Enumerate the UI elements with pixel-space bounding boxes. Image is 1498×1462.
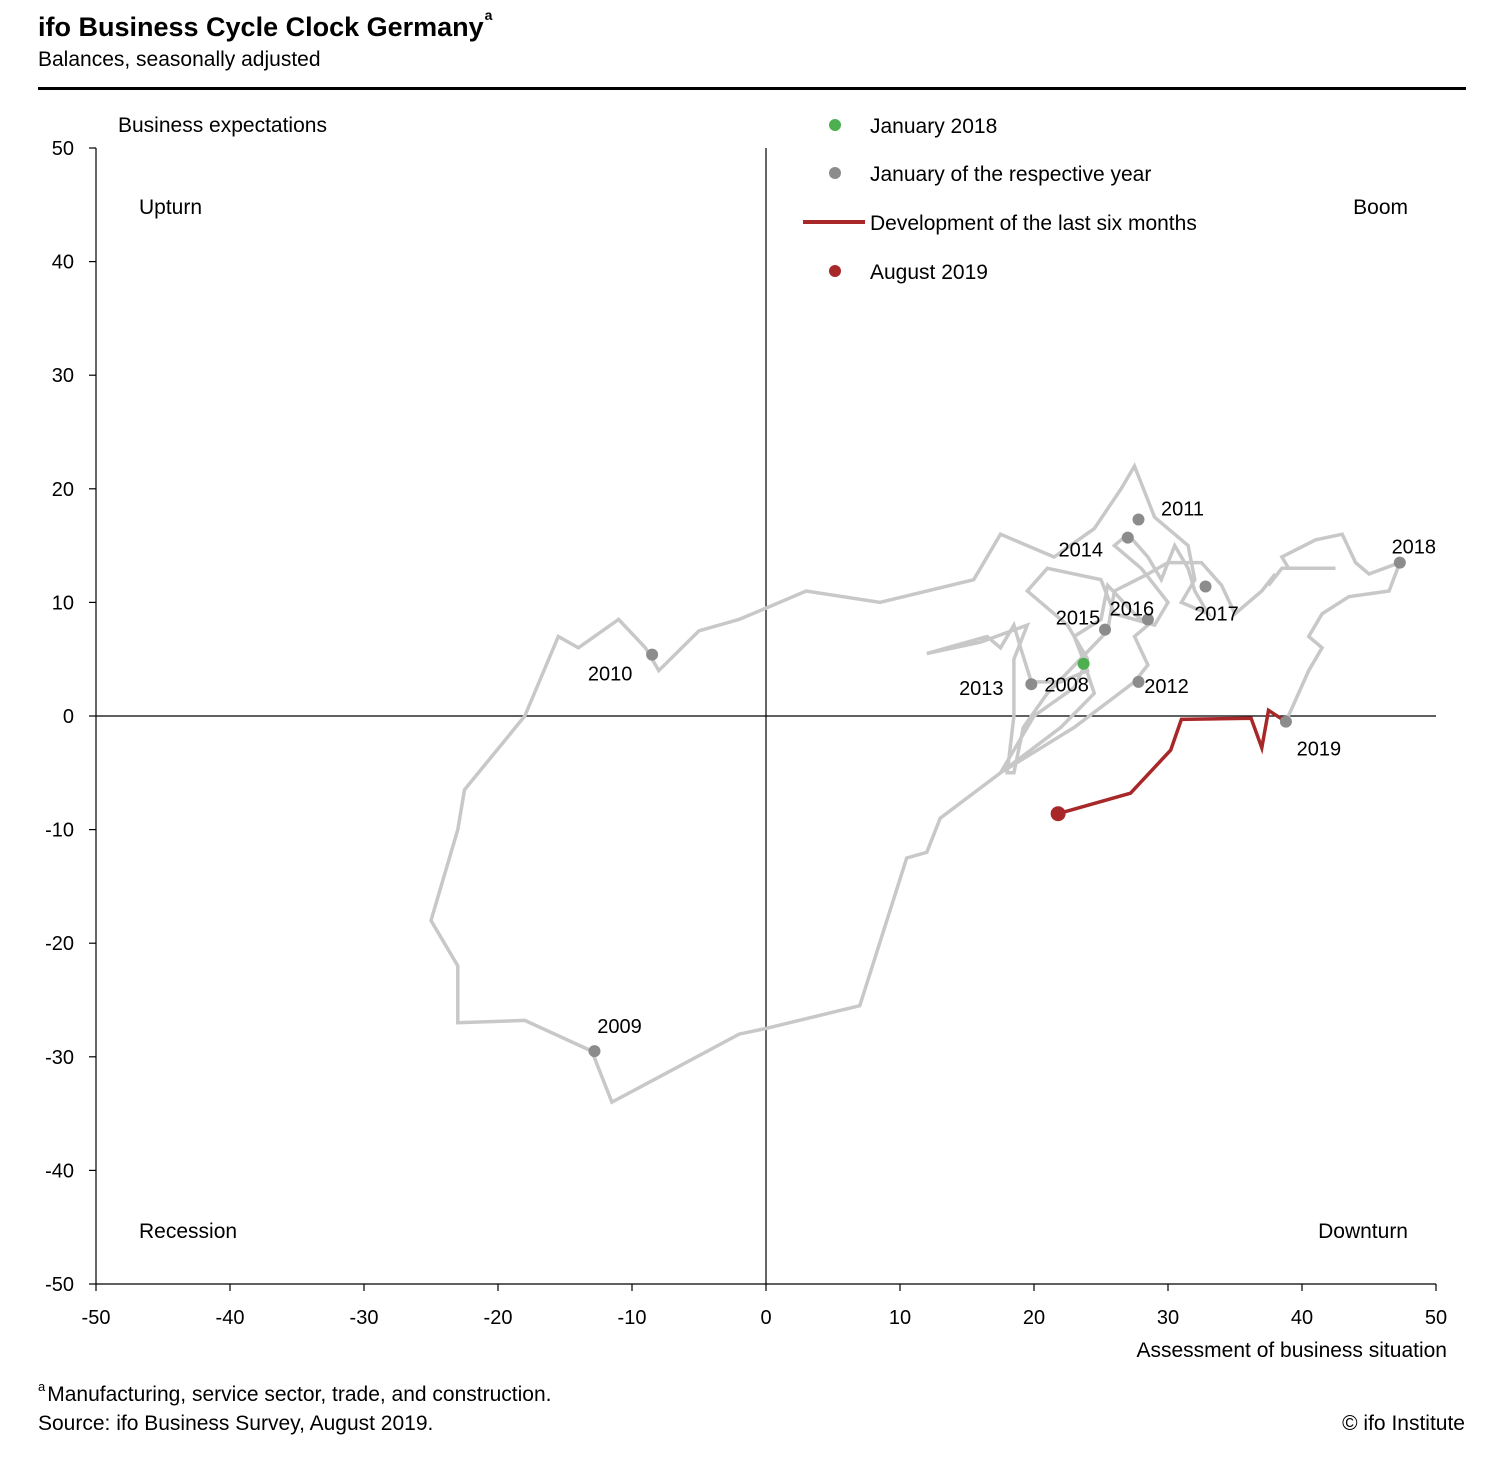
- january-point-2014: [1121, 531, 1134, 544]
- data-label-2011: 2011: [1161, 498, 1204, 520]
- legend-label-2: Development of the last six months: [870, 212, 1197, 235]
- data-label-2017: 2017: [1194, 603, 1239, 625]
- cycle-path-series: [429, 462, 1403, 1105]
- x-tick-label: -30: [350, 1307, 379, 1329]
- copyright: © ifo Institute: [1342, 1412, 1465, 1435]
- january-point-2011: [1132, 513, 1145, 526]
- y-axis-label: Business expectations: [118, 114, 327, 137]
- y-tick-label: 10: [52, 592, 74, 614]
- footnote: aManufacturing, service sector, trade, a…: [38, 1379, 552, 1406]
- y-tick-label: -20: [45, 933, 74, 955]
- x-tick-label: 30: [1157, 1307, 1179, 1329]
- last-six-months-series: [1057, 707, 1287, 816]
- y-tick-label: -30: [45, 1047, 74, 1069]
- chart-subtitle: Balances, seasonally adjusted: [38, 48, 321, 71]
- data-label-2008: 2008: [1044, 675, 1089, 697]
- title-footnote-marker: a: [484, 7, 493, 23]
- january-point-2009: [588, 1045, 601, 1058]
- x-tick-label: -40: [216, 1307, 245, 1329]
- data-label-2009: 2009: [597, 1016, 642, 1038]
- data-label-2019: 2019: [1297, 739, 1342, 761]
- x-tick-label: 50: [1425, 1307, 1447, 1329]
- data-label-2016: 2016: [1110, 598, 1155, 620]
- legend-label-0: January 2018: [870, 115, 997, 138]
- y-tick-label: -10: [45, 820, 74, 842]
- january-points-layer: 2008 2009 2010 2011 2012 2013 2014 2015 2016 2017…: [588, 498, 1437, 1058]
- y-tick-label: 40: [52, 252, 74, 274]
- quadrant-upturn-label: Upturn: [139, 196, 202, 219]
- y-tick-label: 50: [52, 138, 74, 160]
- y-tick-label: -40: [45, 1160, 74, 1182]
- january-point-2013: [1025, 678, 1038, 691]
- x-tick-label: 20: [1023, 1307, 1045, 1329]
- data-label-2010: 2010: [588, 664, 633, 686]
- legend-label-3: August 2019: [870, 261, 988, 284]
- legend-label-1: January of the respective year: [870, 163, 1151, 186]
- x-tick-label: 10: [889, 1307, 911, 1329]
- quadrant-downturn-label: Downturn: [1318, 1220, 1408, 1243]
- january-point-2015: [1099, 623, 1112, 636]
- legend-marker-1: [829, 167, 841, 179]
- x-tick-label: -10: [618, 1307, 647, 1329]
- title-rule: [38, 87, 1466, 90]
- y-tick-label: 30: [52, 365, 74, 387]
- january-point-2016: [1141, 613, 1154, 626]
- x-tick-label: 0: [760, 1307, 771, 1329]
- chart-title: ifo Business Cycle Clock Germanya: [38, 7, 493, 42]
- latest-point-august-2019: [1050, 806, 1066, 822]
- data-label-2012: 2012: [1144, 676, 1189, 698]
- legend: January 2018 January of the respective ye…: [803, 115, 1197, 284]
- footnote-marker: a: [38, 1379, 46, 1394]
- january-point-2018: [1393, 556, 1406, 569]
- legend-marker-3: [829, 265, 841, 277]
- data-label-2013: 2013: [959, 678, 1004, 700]
- data-label-2014: 2014: [1059, 540, 1104, 562]
- x-tick-label: -20: [484, 1307, 513, 1329]
- y-tick-label: 20: [52, 479, 74, 501]
- cycle-path-layer: [429, 462, 1403, 1105]
- january-point-2008: [1077, 657, 1090, 670]
- quadrant-boom-label: Boom: [1353, 196, 1408, 219]
- january-point-2019: [1279, 715, 1292, 728]
- source-note: Source: ifo Business Survey, August 2019…: [38, 1412, 434, 1435]
- january-point-2010: [646, 648, 659, 661]
- january-point-2017: [1199, 580, 1212, 593]
- legend-marker-0: [829, 119, 841, 131]
- january-point-2012: [1132, 675, 1145, 688]
- y-tick-label: 0: [63, 706, 74, 728]
- x-tick-label: -50: [82, 1307, 111, 1329]
- data-label-2018: 2018: [1392, 537, 1437, 559]
- y-tick-label: -50: [45, 1274, 74, 1296]
- data-label-2015: 2015: [1056, 608, 1101, 630]
- x-tick-label: 40: [1291, 1307, 1313, 1329]
- x-axis-label: Assessment of business situation: [1137, 1339, 1448, 1362]
- quadrant-recession-label: Recession: [139, 1220, 237, 1243]
